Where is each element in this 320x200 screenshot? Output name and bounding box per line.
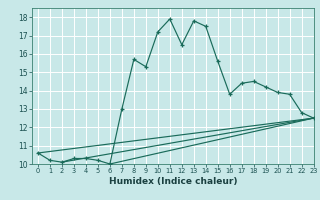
- X-axis label: Humidex (Indice chaleur): Humidex (Indice chaleur): [108, 177, 237, 186]
